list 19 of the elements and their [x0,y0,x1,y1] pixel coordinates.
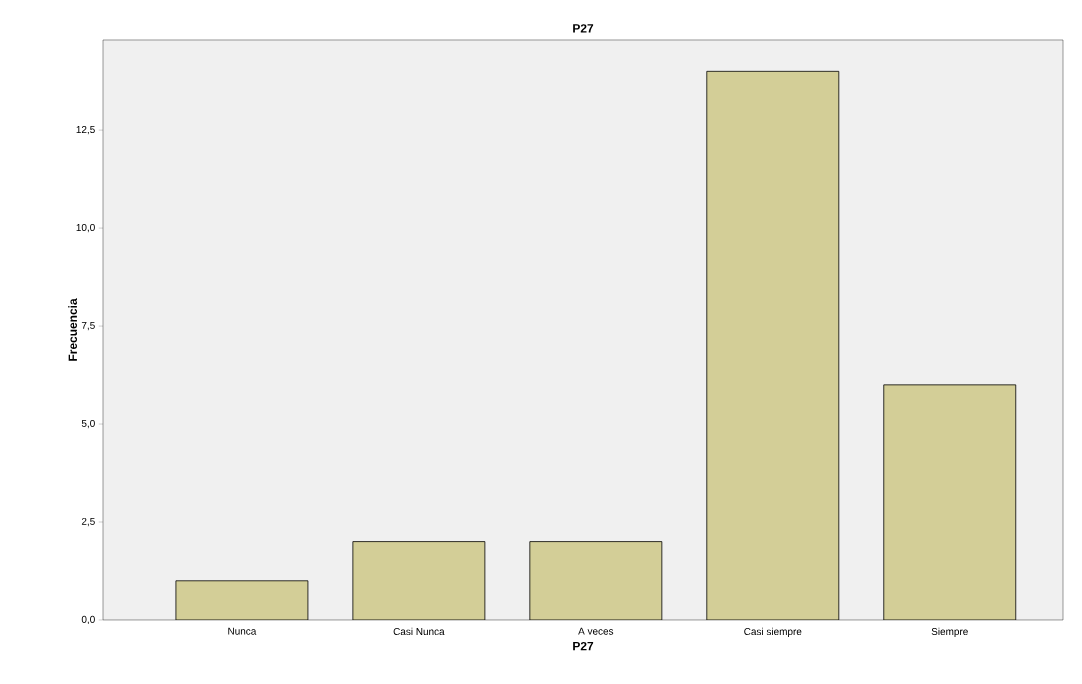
x-axis-title: P27 [573,641,594,651]
chart-title: P27 [573,24,594,33]
x-tick-label: Siempre [931,627,968,638]
bar [352,541,485,620]
bar [529,541,663,620]
x-tick-label: A veces [578,627,614,635]
y-tick-label: 5,0 [81,419,95,429]
y-tick-label: 12,5 [76,126,95,135]
y-tick-label: 10,0 [76,223,95,233]
bar [175,580,309,620]
x-tick-label: Casi Nunca [393,627,445,636]
y-tick-label: 7,5 [81,322,95,331]
bar [706,70,840,620]
x-tick-label: Nunca [228,627,257,635]
bar [883,384,1017,620]
y-tick-label: 2,5 [81,517,95,527]
y-axis-title: Frecuencia [68,298,77,361]
x-tick-label: Casi siempre [744,627,802,638]
y-tick-label: 0,0 [81,615,95,625]
